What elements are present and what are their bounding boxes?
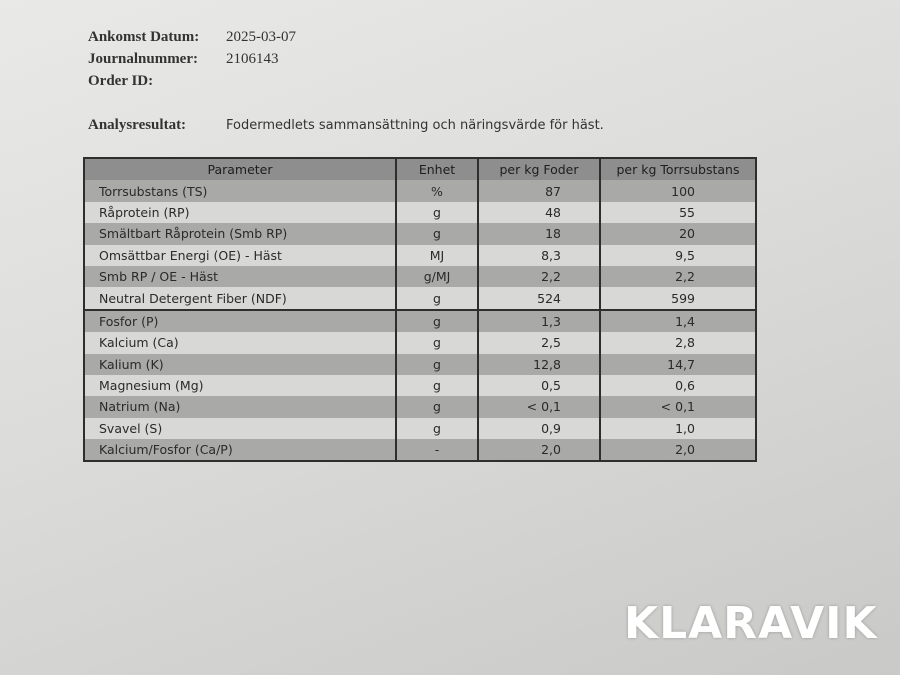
column-header: Parameter	[85, 159, 397, 181]
table-cell: Råprotein (RP)	[85, 201, 397, 224]
table-cell: g	[397, 287, 479, 309]
table-cell: 524	[479, 287, 601, 309]
table-cell: Omsättbar Energi (OE) - Häst	[85, 244, 397, 266]
table-row: Fosfor (P) g 1,3 1,4	[85, 308, 755, 333]
table-cell: 87	[479, 180, 601, 202]
table-cell: Smältbart Råprotein (Smb RP)	[85, 223, 397, 245]
table-cell: g	[397, 374, 479, 397]
field-value: 2106143	[226, 51, 279, 67]
table-cell: 1,4	[675, 313, 695, 329]
header-row: Parameter Enhet per kg Foder per kg Torrsub…	[85, 159, 755, 181]
table-row: Kalcium/Fosfor (Ca/P) -2,0 2,0	[85, 439, 755, 461]
table-cell: Natrium (Na)	[85, 396, 397, 418]
table-cell: %	[397, 180, 479, 202]
table-cell: 0,6	[675, 378, 695, 394]
column-header: per kg Foder	[479, 159, 601, 181]
table-cell: 14,7	[667, 356, 695, 372]
table-cell: < 0,1	[479, 396, 601, 418]
table-cell: g	[397, 201, 479, 224]
table-cell: g	[397, 310, 479, 333]
table-cell: 48	[479, 201, 601, 224]
table-cell: 2,0	[479, 439, 601, 461]
table-cell: 20	[679, 226, 695, 242]
table-cell: Kalcium/Fosfor (Ca/P)	[85, 439, 397, 461]
table-row: Omsättbar Energi (OE) - Häst MJ 8,3 9,5	[85, 244, 755, 266]
table-cell: 2,5	[479, 332, 601, 354]
table-cell: 12,8	[479, 353, 601, 375]
table-row: Natrium (Na) g < 0,1 < 0,1	[85, 396, 755, 418]
table-cell: 0,9	[479, 417, 601, 440]
field-label: Journalnummer:	[88, 51, 198, 67]
table-row: Råprotein (RP) g 48 55	[85, 201, 755, 224]
table-cell: 1,3	[479, 310, 601, 333]
table-cell: Kalium (K)	[85, 353, 397, 375]
table-cell: Kalcium (Ca)	[85, 332, 397, 354]
table-cell: g/MJ	[397, 265, 479, 288]
table-cell: 9,5	[675, 247, 695, 263]
table-cell: Smb RP / OE - Häst	[85, 265, 397, 288]
table-row: Svavel (S) g 0,9 1,0	[85, 417, 755, 440]
field-label: Ankomst Datum:	[88, 29, 200, 45]
table-cell: 55	[679, 204, 695, 220]
table-cell: < 0,1	[660, 399, 695, 415]
table-row: Smältbart Råprotein (Smb RP) g 18 20	[85, 223, 755, 245]
table-cell: 599	[671, 290, 695, 306]
table-cell: Magnesium (Mg)	[85, 374, 397, 397]
table-cell: 100	[671, 183, 695, 199]
table-cell: 2,2	[675, 269, 695, 285]
table-cell: g	[397, 332, 479, 354]
table-row: Kalium (K) g 12,8 14,7	[85, 353, 755, 375]
column-header: per kg Torrsubstans	[616, 162, 740, 178]
table-cell: 1,0	[675, 420, 695, 436]
table-cell: g	[397, 417, 479, 440]
table-cell: 2,0	[675, 442, 695, 458]
column-header: Enhet	[397, 159, 479, 181]
table-cell: -	[397, 439, 479, 461]
table-cell: Svavel (S)	[85, 417, 397, 440]
results-table: Parameter Enhet per kg Foder per kg Torrsub…	[83, 157, 757, 463]
table-row: Neutral Detergent Fiber (NDF) g 524 599	[85, 287, 755, 309]
table-row: Smb RP / OE - Häst g/MJ 2,2 2,2	[85, 265, 755, 288]
table-cell: 0,5	[479, 374, 601, 397]
watermark: KLARAVIK	[624, 598, 878, 649]
table-cell: g	[397, 223, 479, 245]
table-cell: 8,3	[479, 244, 601, 266]
analysis-text: Fodermedlets sammansättning och näringsv…	[226, 118, 604, 133]
table-cell: Fosfor (P)	[85, 310, 397, 333]
analysis-label: Analysresultat:	[88, 117, 187, 133]
table-cell: 2,2	[479, 265, 601, 288]
field-value: 2025-03-07	[226, 29, 296, 45]
table-cell: g	[397, 396, 479, 418]
field-label: Order ID:	[88, 73, 154, 89]
table-cell: Neutral Detergent Fiber (NDF)	[85, 287, 397, 309]
table-row: Kalcium (Ca) g 2,5 2,8	[85, 332, 755, 354]
table-cell: 2,8	[675, 335, 695, 351]
table-cell: g	[397, 353, 479, 375]
table-row: Torrsubstans (TS)% 87 100	[85, 180, 755, 202]
table-cell: 18	[479, 223, 601, 245]
table-cell: Torrsubstans (TS)	[85, 180, 397, 202]
table-cell: MJ	[397, 244, 479, 266]
table-row: Magnesium (Mg) g 0,5 0,6	[85, 374, 755, 397]
